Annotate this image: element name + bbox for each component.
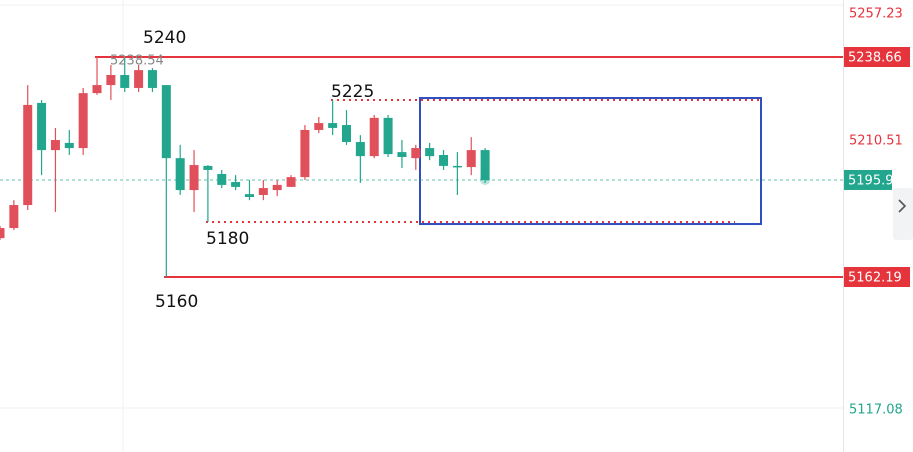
candle-body — [452, 165, 462, 168]
level-label: 5238.66 — [848, 50, 902, 65]
annotation: 5160 — [155, 292, 198, 312]
price-label: 5195.91 — [848, 173, 902, 188]
range-box — [419, 97, 762, 226]
candle-body — [189, 165, 199, 191]
candle-body — [480, 150, 490, 180]
candle-body — [258, 188, 268, 195]
level-label-bg — [844, 266, 910, 287]
candle-body — [37, 102, 47, 151]
candle-body — [286, 177, 296, 187]
annotation: 5225 — [331, 82, 374, 102]
candle-body — [106, 75, 116, 86]
candle-body — [203, 165, 213, 170]
level-label: 5162.19 — [848, 270, 902, 285]
candle-body — [425, 148, 435, 157]
y-tick-label: 5210.51 — [849, 133, 903, 148]
collapse-button-bg[interactable] — [893, 188, 913, 240]
candle-body — [120, 75, 130, 88]
annotation: 5180 — [206, 229, 249, 249]
candle-body — [355, 142, 365, 157]
annotation: 5240 — [143, 28, 186, 48]
candle-body — [369, 117, 379, 157]
candle-body — [328, 123, 338, 128]
candle-body — [342, 125, 351, 143]
candle-body — [147, 70, 157, 88]
annotation: 5238.54 — [110, 54, 164, 69]
collapse-button[interactable] — [893, 188, 913, 240]
candle-body — [383, 117, 393, 155]
level-label-bg — [844, 46, 910, 67]
candle-body — [314, 123, 324, 130]
candle-body — [300, 129, 310, 178]
y-tick-label: 5117.08 — [849, 402, 903, 417]
candle-body — [175, 158, 185, 191]
candle-body — [466, 150, 476, 168]
candle-body — [0, 228, 5, 239]
candle-body — [23, 104, 33, 206]
candle-body — [231, 182, 241, 187]
collapse-icon[interactable] — [898, 199, 907, 213]
candle-body — [50, 140, 60, 151]
candle-body — [92, 85, 102, 94]
candle-body — [161, 85, 171, 159]
candle-body — [397, 152, 407, 157]
candle-body — [64, 142, 74, 149]
candle-body — [78, 93, 88, 149]
candle-body — [244, 194, 254, 197]
candle-body — [217, 173, 227, 185]
candle-body — [439, 154, 449, 166]
price-label-bg — [844, 169, 892, 190]
candle-body — [9, 205, 19, 229]
candle-body — [411, 148, 421, 159]
y-tick-label: 5257.23 — [849, 7, 903, 22]
live-glow — [480, 174, 491, 185]
candle-body — [134, 70, 144, 88]
candle-body — [272, 184, 282, 191]
